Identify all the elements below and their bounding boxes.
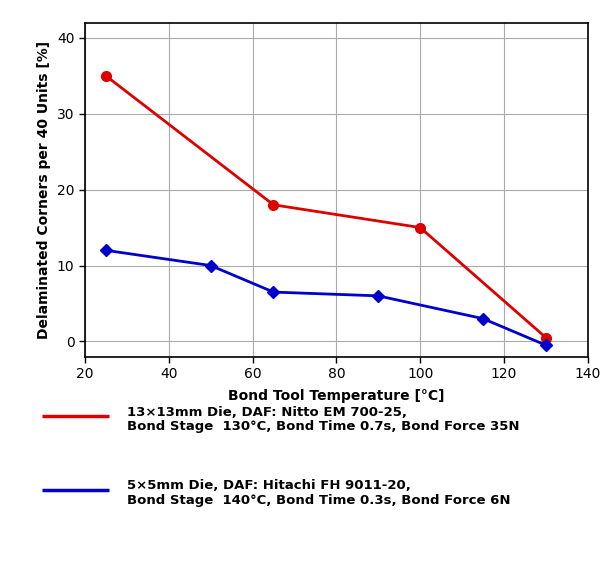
Text: 13×13mm Die, DAF: Nitto EM 700-25,: 13×13mm Die, DAF: Nitto EM 700-25, xyxy=(127,406,407,419)
Text: Bond Stage  130°C, Bond Time 0.7s, Bond Force 35N: Bond Stage 130°C, Bond Time 0.7s, Bond F… xyxy=(127,420,520,433)
X-axis label: Bond Tool Temperature [°C]: Bond Tool Temperature [°C] xyxy=(228,389,445,404)
Y-axis label: Delaminated Corners per 40 Units [%]: Delaminated Corners per 40 Units [%] xyxy=(37,41,52,338)
Text: 5×5mm Die, DAF: Hitachi FH 9011-20,: 5×5mm Die, DAF: Hitachi FH 9011-20, xyxy=(127,479,411,492)
Text: Bond Stage  140°C, Bond Time 0.3s, Bond Force 6N: Bond Stage 140°C, Bond Time 0.3s, Bond F… xyxy=(127,494,511,507)
